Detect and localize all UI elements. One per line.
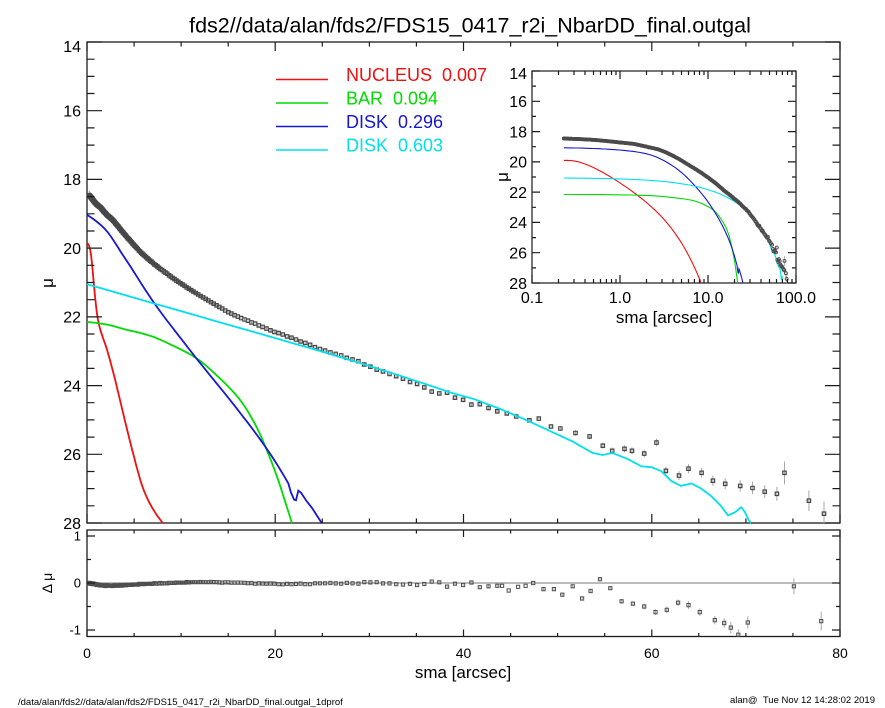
svg-text:16: 16 [509,94,527,111]
svg-text:20: 20 [267,645,283,661]
svg-text:DISK 0.296: DISK 0.296 [346,112,443,132]
svg-text:18: 18 [509,124,527,141]
svg-text:14: 14 [509,66,527,83]
svg-text:80: 80 [832,645,848,661]
svg-text:BAR 0.094: BAR 0.094 [346,89,438,109]
svg-text:26: 26 [509,246,527,263]
svg-text:μ: μ [493,172,512,182]
svg-text:alan@ Tue Nov 12 14:28:02 201: alan@ Tue Nov 12 14:28:02 2019 [730,695,875,706]
svg-text:NUCLEUS 0.007: NUCLEUS 0.007 [346,65,487,85]
svg-text:28: 28 [509,276,527,293]
svg-text:22: 22 [63,310,81,327]
svg-text:100.0: 100.0 [776,290,816,307]
svg-text:26: 26 [63,447,81,464]
svg-text:24: 24 [63,378,81,395]
svg-text:/data/alan/fds2//data/alan/fds: /data/alan/fds2//data/alan/fds2/FDS15_04… [18,697,343,708]
svg-text:1: 1 [74,529,81,544]
svg-text:40: 40 [456,645,472,661]
svg-text:20: 20 [63,241,81,258]
svg-text:1.0: 1.0 [609,290,631,307]
svg-text:10.0: 10.0 [692,290,723,307]
svg-text:16: 16 [63,104,81,121]
svg-text:DISK 0.603: DISK 0.603 [346,136,443,156]
svg-text:60: 60 [644,645,660,661]
svg-text:fds2//data/alan/fds2/FDS15_041: fds2//data/alan/fds2/FDS15_0417_r2i_Nbar… [189,14,751,38]
svg-text:22: 22 [509,185,527,202]
svg-text:sma [arcsec]: sma [arcsec] [415,663,511,682]
svg-text:Δ μ: Δ μ [39,573,55,594]
svg-text:0.1: 0.1 [521,290,543,307]
svg-text:0: 0 [83,645,91,661]
svg-text:20: 20 [509,155,527,172]
svg-text:14: 14 [63,39,81,56]
svg-text:18: 18 [63,172,81,189]
svg-text:sma [arcsec]: sma [arcsec] [616,308,712,327]
svg-text:-1: -1 [69,623,81,638]
svg-text:24: 24 [509,215,527,232]
svg-text:0: 0 [74,576,81,591]
svg-text:μ: μ [38,278,57,288]
svg-text:28: 28 [63,516,81,533]
